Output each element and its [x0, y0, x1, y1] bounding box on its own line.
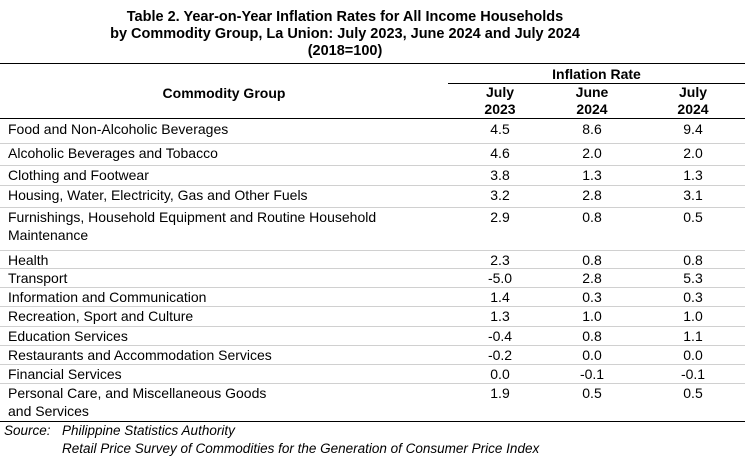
cell-value: 0.8	[582, 252, 602, 268]
row-separator	[0, 250, 745, 251]
cell-value: 4.5	[490, 121, 510, 137]
row-label: Alcoholic Beverages and Tobacco	[8, 145, 218, 161]
row-label: Personal Care, and Miscellaneous Goods	[8, 385, 267, 401]
cell-value: -0.4	[487, 328, 513, 344]
row-label: Food and Non-Alcoholic Beverages	[8, 121, 229, 137]
cell-value: -5.0	[487, 270, 513, 286]
cell-value: 0.0	[683, 347, 703, 363]
cell-value: 0.5	[683, 385, 703, 401]
group-header: Commodity Group	[162, 85, 286, 101]
cell-value: -0.1	[579, 366, 605, 382]
cell-value: 2.8	[582, 187, 602, 203]
cell-value: 0.3	[683, 289, 703, 305]
span-header: Inflation Rate	[552, 66, 641, 82]
cell-value: 3.8	[490, 167, 510, 183]
cell-value: 2.3	[490, 252, 510, 268]
cell-value: 1.3	[582, 167, 602, 183]
rule	[0, 118, 745, 119]
column-header: 2023	[484, 101, 516, 117]
row-label: and Services	[8, 403, 89, 419]
column-header: June	[575, 84, 609, 100]
cell-value: 1.3	[490, 308, 510, 324]
row-label: Maintenance	[8, 227, 89, 243]
column-header: 2024	[576, 101, 608, 117]
cell-value: 1.1	[683, 328, 703, 344]
row-separator	[0, 185, 745, 186]
cell-value: 2.0	[683, 145, 703, 161]
rule	[448, 83, 745, 84]
cell-value: 3.2	[490, 187, 510, 203]
row-label: Education Services	[8, 328, 128, 344]
cell-value: 2.0	[582, 145, 602, 161]
cell-value: 0.5	[582, 385, 602, 401]
cell-value: 8.6	[582, 121, 602, 137]
row-label: Housing, Water, Electricity, Gas and Oth…	[8, 187, 308, 203]
row-separator	[0, 306, 745, 307]
rule	[0, 421, 745, 422]
source-label: Source:	[4, 423, 51, 438]
row-separator	[0, 383, 745, 384]
column-header: 2024	[677, 101, 709, 117]
cell-value: -0.2	[487, 347, 513, 363]
column-header: July	[485, 84, 514, 100]
cell-value: 1.9	[490, 385, 510, 401]
cell-value: 1.3	[683, 167, 703, 183]
row-label: Restaurants and Accommodation Services	[8, 347, 272, 363]
row-label: Information and Communication	[8, 289, 207, 305]
cell-value: 2.9	[490, 209, 510, 225]
cell-value: 1.4	[490, 289, 510, 305]
cell-value: 0.8	[683, 252, 703, 268]
row-separator	[0, 165, 745, 166]
row-label: Clothing and Footwear	[8, 167, 149, 183]
row-separator	[0, 364, 745, 365]
source-line: Retail Price Survey of Commodities for t…	[62, 441, 540, 456]
cell-value: 1.0	[683, 308, 703, 324]
source-line: Philippine Statistics Authority	[62, 423, 235, 438]
cell-value: 3.1	[683, 187, 703, 203]
row-label: Transport	[8, 270, 68, 286]
cell-value: 2.8	[582, 270, 602, 286]
cell-value: 0.0	[582, 347, 602, 363]
cell-value: 0.5	[683, 209, 703, 225]
row-separator	[0, 287, 745, 288]
row-separator	[0, 326, 745, 327]
title-line: (2018=100)	[307, 43, 383, 59]
cell-value: 5.3	[683, 270, 703, 286]
cell-value: 0.8	[582, 328, 602, 344]
cell-value: -0.1	[680, 366, 706, 382]
row-label: Financial Services	[8, 366, 122, 382]
cell-value: 9.4	[683, 121, 703, 137]
cell-value: 1.0	[582, 308, 602, 324]
row-label: Recreation, Sport and Culture	[8, 308, 194, 324]
cell-value: 0.3	[582, 289, 602, 305]
row-separator	[0, 143, 745, 144]
cell-value: 0.8	[582, 209, 602, 225]
row-label: Furnishings, Household Equipment and Rou…	[8, 209, 377, 225]
row-separator	[0, 345, 745, 346]
row-label: Health	[8, 252, 49, 268]
rule	[0, 63, 745, 64]
row-separator	[0, 268, 745, 269]
column-header: July	[678, 84, 707, 100]
cell-value: 0.0	[490, 366, 510, 382]
title-line: by Commodity Group, La Union: July 2023,…	[110, 26, 580, 42]
title-line: Table 2. Year-on-Year Inflation Rates fo…	[126, 9, 564, 25]
cell-value: 4.6	[490, 145, 510, 161]
row-separator	[0, 207, 745, 208]
